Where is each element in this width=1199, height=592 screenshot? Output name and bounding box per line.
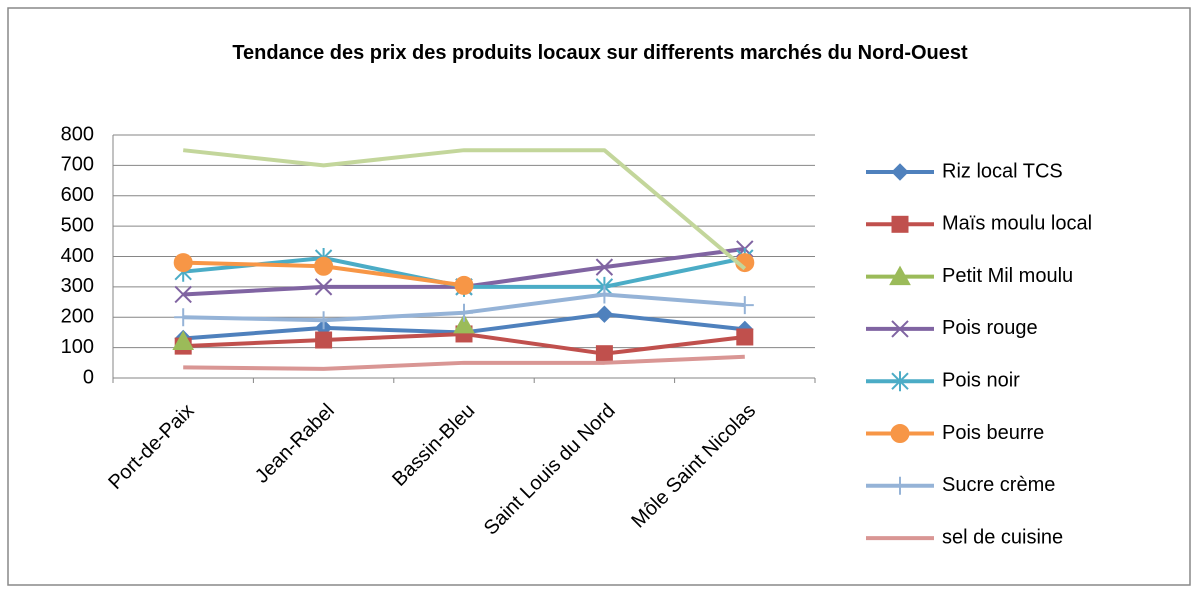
marker bbox=[595, 258, 614, 276]
series-line bbox=[182, 148, 747, 271]
marker bbox=[314, 311, 333, 330]
y-tick-label: 600 bbox=[61, 184, 94, 206]
marker bbox=[315, 331, 333, 349]
marker bbox=[172, 330, 195, 351]
marker bbox=[891, 215, 909, 233]
marker bbox=[453, 313, 475, 334]
marker bbox=[891, 163, 909, 181]
marker bbox=[889, 265, 911, 286]
legend-label: Petit Mil moulu bbox=[942, 265, 1073, 287]
marker bbox=[736, 328, 754, 346]
marker bbox=[595, 305, 614, 323]
marker bbox=[174, 285, 192, 304]
y-tick-label: 300 bbox=[61, 275, 94, 297]
y-tick-label: 500 bbox=[61, 214, 94, 236]
legend-label: Riz local TCS bbox=[942, 160, 1063, 182]
marker bbox=[173, 253, 193, 273]
marker bbox=[891, 476, 909, 495]
y-tick-label: 700 bbox=[61, 154, 94, 176]
marker bbox=[891, 371, 909, 392]
series-line bbox=[183, 354, 745, 371]
legend-label: Pois beurre bbox=[942, 422, 1044, 444]
y-tick-label: 400 bbox=[61, 245, 94, 267]
marker bbox=[174, 308, 193, 327]
y-tick-label: 100 bbox=[61, 336, 94, 358]
legend-label: Pois noir bbox=[942, 369, 1020, 391]
legend-label: Maïs moulu local bbox=[942, 213, 1092, 235]
legend-label: Sucre crème bbox=[942, 474, 1055, 496]
y-tick-label: 0 bbox=[83, 366, 94, 388]
marker bbox=[454, 275, 474, 295]
marker bbox=[890, 424, 910, 443]
marker bbox=[595, 285, 614, 304]
legend-label: sel de cuisine bbox=[942, 526, 1063, 548]
marker bbox=[595, 345, 613, 363]
marker bbox=[455, 303, 473, 322]
y-tick-label: 200 bbox=[61, 306, 94, 328]
marker bbox=[735, 296, 754, 315]
marker bbox=[314, 278, 333, 296]
marker bbox=[891, 320, 909, 338]
chart-title: Tendance des prix des produits locaux su… bbox=[232, 42, 968, 64]
legend-label: Pois rouge bbox=[942, 317, 1038, 339]
y-tick-label: 800 bbox=[61, 123, 94, 145]
marker bbox=[314, 256, 334, 276]
